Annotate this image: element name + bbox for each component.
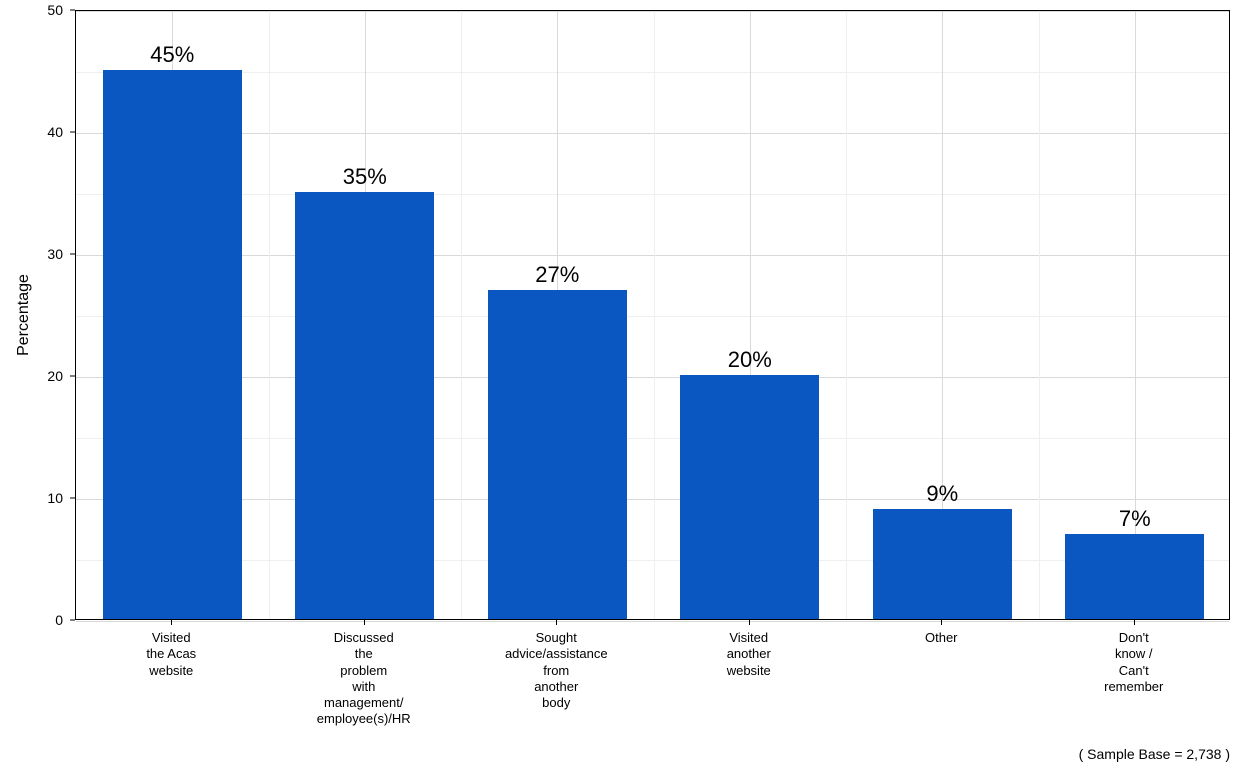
gridline-minor	[76, 560, 1229, 561]
bar	[295, 192, 434, 619]
gridline-minor	[654, 11, 655, 619]
bar-value-label: 35%	[343, 164, 387, 190]
y-axis-title: Percentage	[15, 274, 33, 356]
y-tick-label: 10	[47, 490, 69, 506]
y-tick-mark	[70, 620, 75, 621]
y-tick-mark	[70, 254, 75, 255]
y-tick-mark	[70, 10, 75, 11]
bar-chart: 45% 35% 27% 20% 9% 7% Percentage ( Sample Bas…	[0, 0, 1242, 768]
gridline-major	[76, 255, 1229, 256]
y-tick-label: 50	[47, 2, 69, 18]
sample-base-footer: ( Sample Base = 2,738 )	[1079, 746, 1230, 762]
bar	[488, 290, 627, 619]
y-tick-mark	[70, 376, 75, 377]
x-tick-mark	[1134, 620, 1135, 625]
gridline-major	[76, 133, 1229, 134]
bar	[680, 375, 819, 619]
bar-value-label: 20%	[728, 347, 772, 373]
panel-background	[76, 11, 1229, 619]
x-tick-label: Visitedthe Acaswebsite	[75, 630, 268, 679]
bar-value-label: 7%	[1119, 506, 1151, 532]
y-tick-label: 0	[55, 612, 69, 628]
gridline-minor	[846, 11, 847, 619]
gridline-minor	[269, 11, 270, 619]
x-tick-label: Discussedtheproblemwithmanagement/employ…	[268, 630, 461, 728]
bar	[103, 70, 242, 619]
x-tick-mark	[749, 620, 750, 625]
x-tick-mark	[941, 620, 942, 625]
gridline-major	[76, 499, 1229, 500]
x-tick-label: Other	[845, 630, 1038, 646]
x-tick-mark	[364, 620, 365, 625]
gridline-major	[76, 377, 1229, 378]
x-tick-mark	[171, 620, 172, 625]
gridline-minor	[1039, 11, 1040, 619]
gridline-minor	[76, 72, 1229, 73]
gridline-minor	[76, 316, 1229, 317]
gridline-major	[76, 621, 1229, 622]
y-tick-label: 40	[47, 124, 69, 140]
bar-value-label: 27%	[535, 262, 579, 288]
bar	[1065, 534, 1204, 619]
y-tick-label: 20	[47, 368, 69, 384]
gridline-minor	[76, 194, 1229, 195]
y-tick-mark	[70, 132, 75, 133]
bar	[873, 509, 1012, 619]
plot-area: 45% 35% 27% 20% 9% 7%	[75, 10, 1230, 620]
bar-value-label: 9%	[926, 481, 958, 507]
gridline-minor	[461, 11, 462, 619]
y-tick-mark	[70, 498, 75, 499]
gridline-minor	[76, 438, 1229, 439]
y-tick-label: 30	[47, 246, 69, 262]
x-tick-label: Soughtadvice/assistancefromanotherbody	[460, 630, 653, 711]
bar-value-label: 45%	[150, 42, 194, 68]
x-tick-label: Don'tknow /Can'tremember	[1038, 630, 1231, 695]
x-tick-mark	[556, 620, 557, 625]
gridline-major	[76, 11, 1229, 12]
x-tick-label: Visitedanotherwebsite	[653, 630, 846, 679]
